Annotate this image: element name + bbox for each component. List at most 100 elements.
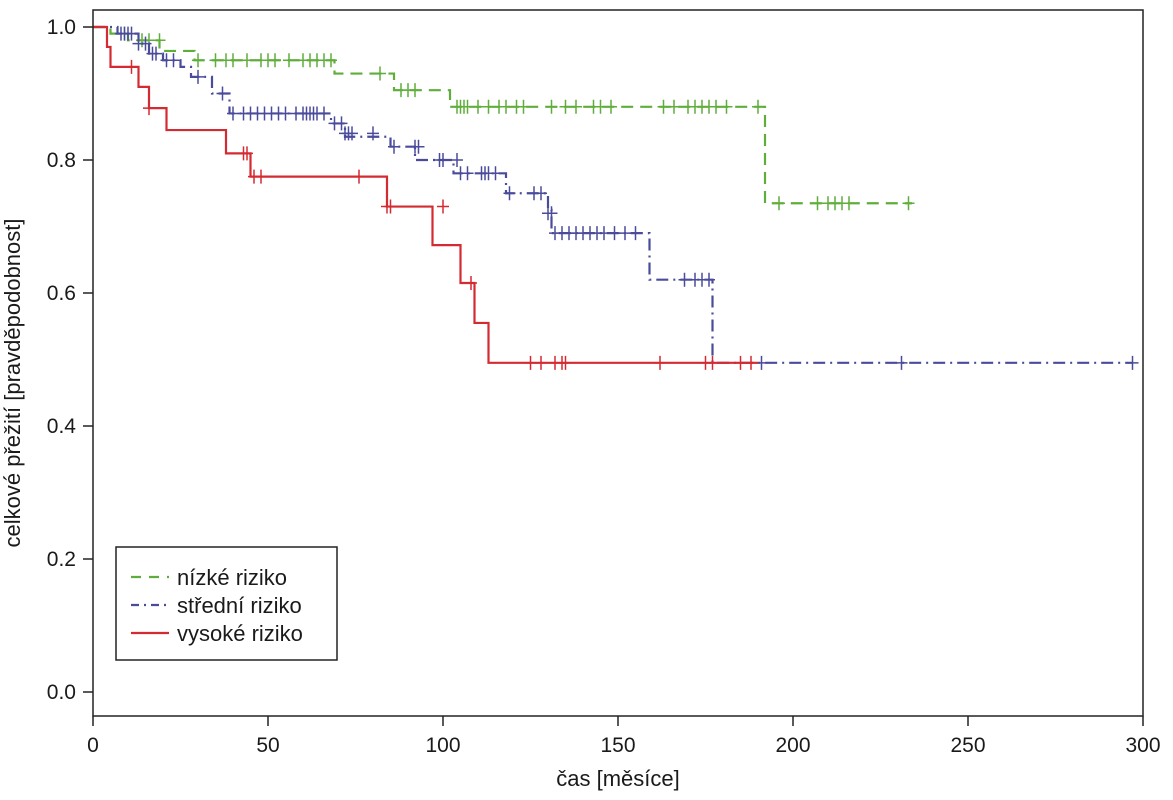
censor-mark-low-risk bbox=[752, 99, 764, 114]
legend-label-high-risk: vysoké riziko bbox=[177, 621, 303, 646]
censor-mark-low-risk bbox=[283, 53, 295, 68]
censor-mark-medium-risk bbox=[1126, 355, 1139, 370]
x-tick-label: 300 bbox=[1125, 734, 1160, 757]
censor-mark-medium-risk bbox=[503, 186, 516, 201]
censor-mark-high-risk bbox=[143, 101, 155, 116]
x-tick-label: 250 bbox=[950, 734, 985, 757]
censor-mark-high-risk bbox=[353, 169, 365, 184]
censor-mark-low-risk bbox=[241, 53, 253, 68]
censor-mark-low-risk bbox=[710, 99, 722, 114]
censor-mark-high-risk bbox=[734, 355, 747, 370]
censor-mark-low-risk bbox=[545, 99, 558, 114]
censor-mark-low-risk bbox=[843, 196, 855, 211]
censor-mark-low-risk bbox=[902, 196, 915, 211]
censor-mark-low-risk bbox=[227, 53, 239, 68]
censor-mark-medium-risk bbox=[367, 126, 379, 141]
censor-mark-medium-risk bbox=[461, 166, 474, 181]
y-tick-label: 0.0 bbox=[47, 681, 76, 704]
censor-mark-low-risk bbox=[374, 66, 386, 81]
censor-mark-low-risk bbox=[773, 196, 785, 211]
censor-mark-medium-risk bbox=[451, 153, 463, 167]
censor-mark-low-risk bbox=[570, 99, 582, 114]
censor-mark-medium-risk bbox=[227, 106, 239, 121]
y-tick-label: 0.6 bbox=[47, 282, 76, 305]
series-layer bbox=[93, 25, 1139, 370]
censor-mark-medium-risk bbox=[139, 36, 152, 51]
censor-mark-medium-risk bbox=[895, 355, 908, 370]
censor-mark-medium-risk bbox=[318, 106, 330, 121]
censor-mark-low-risk bbox=[657, 99, 670, 114]
y-tick-label: 0.8 bbox=[47, 149, 76, 172]
censor-mark-low-risk bbox=[720, 99, 733, 114]
censor-mark-high-risk bbox=[465, 276, 477, 291]
censor-mark-medium-risk bbox=[619, 226, 631, 241]
x-tick-label: 150 bbox=[600, 734, 635, 757]
censor-mark-medium-risk bbox=[535, 186, 547, 201]
censor-mark-medium-risk bbox=[335, 116, 348, 131]
censor-mark-medium-risk bbox=[608, 226, 621, 241]
x-tick-label: 100 bbox=[425, 734, 460, 757]
censor-mark-medium-risk bbox=[489, 166, 502, 181]
censor-mark-high-risk bbox=[255, 169, 267, 184]
x-tick-label: 0 bbox=[87, 734, 99, 757]
censor-mark-low-risk bbox=[461, 99, 474, 114]
censor-mark-low-risk bbox=[192, 53, 204, 68]
censor-mark-low-risk bbox=[472, 99, 484, 114]
censor-mark-medium-risk bbox=[545, 206, 558, 221]
censor-mark-low-risk bbox=[811, 196, 824, 211]
x-tick-label: 50 bbox=[256, 734, 279, 757]
x-axis-title: čas [měsíce] bbox=[556, 766, 679, 791]
censor-mark-medium-risk bbox=[388, 139, 400, 154]
censor-mark-low-risk bbox=[559, 99, 572, 114]
censor-mark-medium-risk bbox=[216, 86, 229, 101]
series-medium-risk bbox=[93, 25, 1139, 370]
censor-mark-medium-risk bbox=[192, 69, 204, 84]
censor-mark-high-risk bbox=[437, 199, 449, 214]
legend-label-medium-risk: střední riziko bbox=[177, 593, 302, 618]
censor-mark-medium-risk bbox=[703, 272, 715, 287]
censor-mark-low-risk bbox=[409, 83, 421, 98]
censor-mark-high-risk bbox=[654, 355, 666, 370]
censor-mark-high-risk bbox=[706, 355, 719, 370]
censor-mark-low-risk bbox=[153, 33, 166, 48]
censor-mark-medium-risk bbox=[437, 153, 449, 167]
censor-mark-low-risk bbox=[594, 99, 607, 114]
censor-mark-low-risk bbox=[325, 53, 337, 68]
y-tick-label: 1.0 bbox=[47, 16, 76, 39]
censor-mark-medium-risk bbox=[346, 126, 358, 141]
censor-mark-medium-risk bbox=[150, 46, 162, 61]
series-high-risk bbox=[93, 25, 758, 370]
censor-mark-low-risk bbox=[605, 99, 617, 114]
censor-mark-high-risk bbox=[535, 355, 547, 370]
series-low-risk bbox=[93, 25, 915, 211]
censor-mark-high-risk bbox=[524, 355, 537, 370]
censor-mark-high-risk bbox=[559, 355, 572, 370]
censor-mark-low-risk bbox=[209, 53, 222, 68]
censor-mark-high-risk bbox=[745, 355, 757, 370]
y-axis: 0.0 0.2 0.4 0.6 0.8 1.0 bbox=[47, 16, 93, 704]
censor-mark-medium-risk bbox=[629, 226, 642, 241]
y-tick-label: 0.4 bbox=[47, 415, 77, 438]
censor-mark-high-risk bbox=[241, 146, 253, 161]
censor-mark-low-risk bbox=[668, 99, 680, 114]
y-tick-label: 0.2 bbox=[47, 548, 76, 571]
censor-mark-medium-risk bbox=[598, 226, 610, 241]
legend-label-low-risk: nízké riziko bbox=[177, 565, 287, 590]
censor-mark-medium-risk bbox=[412, 139, 425, 154]
survival-line-medium-risk bbox=[93, 25, 1133, 364]
censor-mark-medium-risk bbox=[279, 106, 292, 121]
y-axis-title: celkové přežití [pravděpodobnost] bbox=[0, 219, 25, 548]
censor-mark-low-risk bbox=[500, 99, 512, 114]
censor-mark-medium-risk bbox=[678, 272, 691, 287]
legend: nízké riziko střední riziko vysoké rizik… bbox=[115, 546, 338, 661]
censor-mark-medium-risk bbox=[125, 26, 138, 41]
x-tick-label: 200 bbox=[775, 734, 810, 757]
censor-mark-low-risk bbox=[482, 99, 495, 114]
censor-mark-medium-risk bbox=[167, 53, 180, 68]
censor-mark-high-risk bbox=[125, 59, 138, 74]
censor-mark-high-risk bbox=[384, 199, 397, 214]
x-axis: 0 50 100 150 200 250 300 bbox=[87, 716, 1161, 757]
censor-mark-low-risk bbox=[269, 53, 281, 68]
censor-mark-low-risk bbox=[517, 99, 530, 114]
